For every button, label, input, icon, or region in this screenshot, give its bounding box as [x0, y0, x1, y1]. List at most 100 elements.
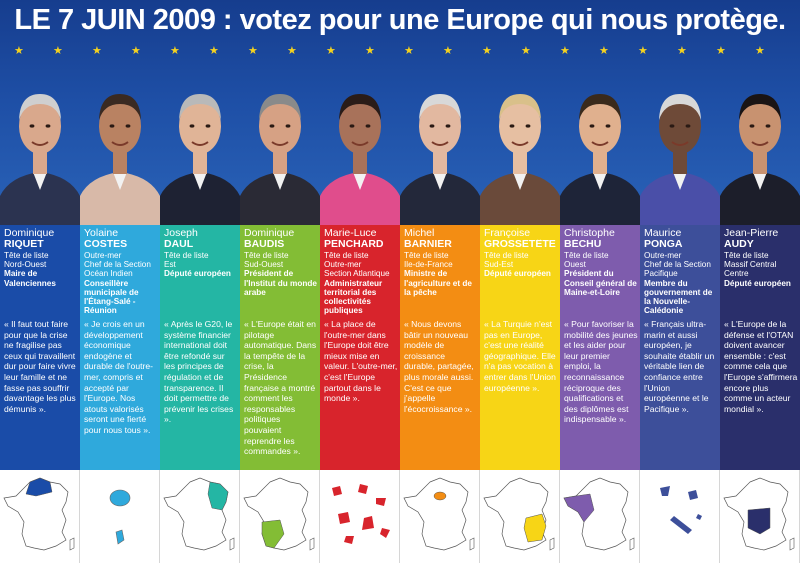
- candidate-office: Député européen: [724, 278, 791, 288]
- star-icon: ★: [53, 45, 63, 57]
- candidate-office: Maire de Valenciennes: [4, 269, 56, 288]
- candidate-last-name: PONGA: [644, 239, 683, 250]
- map-sud-ouest-icon: [240, 470, 320, 563]
- page-title: LE 7 JUIN 2009 : votez pour une Europe q…: [14, 4, 786, 36]
- candidate-last-name: BAUDIS: [244, 239, 285, 250]
- candidate-quote: « Après le G20, le système financier int…: [164, 319, 234, 425]
- candidate-office: Député européen: [484, 269, 551, 279]
- candidate-last-name: RIQUET: [4, 239, 44, 250]
- candidate-column: Joseph DAUL Tête de liste Est Député europée…: [160, 225, 240, 470]
- star-icon: ★: [170, 45, 180, 57]
- map-nord-ouest-icon: [0, 470, 80, 563]
- candidate-portrait: [0, 68, 80, 225]
- candidate-portrait: [720, 68, 800, 225]
- candidate-column: Marie-Luce PENCHARD Tête de liste Outre-mer…: [320, 225, 400, 470]
- candidate-first-name: Joseph: [164, 228, 198, 239]
- star-icon: ★: [677, 45, 687, 57]
- star-icon: ★: [404, 45, 414, 57]
- star-icon: ★: [755, 45, 765, 57]
- candidate-role: Tête de liste Nord-Ouest Maire de Valencie…: [4, 251, 56, 288]
- candidate-office: Président de l'Institut du monde arabe: [244, 269, 317, 297]
- candidate-office: Ministre de l'agriculture et de la pêche: [404, 269, 472, 297]
- candidate-quote: « Nous devons bâtir un nouveau modèle de…: [404, 319, 474, 414]
- candidate-column: Yolaine COSTES Outre-mer Chef de la Section…: [80, 225, 160, 470]
- map-pacifique-icon: [640, 470, 720, 563]
- map-sud-est-icon: [480, 470, 560, 563]
- candidate-office: Administrateur territorial des collectiv…: [324, 278, 383, 316]
- star-icon: ★: [287, 45, 297, 57]
- star-icon: ★: [443, 45, 453, 57]
- star-icon: ★: [482, 45, 492, 57]
- candidate-office: Membre du gouvernement de la Nouvelle-Ca…: [644, 278, 713, 316]
- map-est-icon: [160, 470, 240, 563]
- candidate-portrait: [480, 68, 560, 225]
- candidate-portrait: [400, 68, 480, 225]
- candidate-role: Tête de liste Sud-Est Député européen: [484, 251, 551, 279]
- candidate-role: Outre-mer Chef de la Section Pacifique Memb…: [644, 251, 713, 316]
- candidate-quote: « Français ultra-marin et aussi européen…: [644, 319, 715, 414]
- candidate-office: Député européen: [164, 269, 231, 279]
- candidate-last-name: BÉCHU: [564, 239, 602, 250]
- candidate-role: Tête de liste Massif Central Centre Député …: [724, 251, 791, 288]
- candidate-column: Jean-Pierre AUDY Tête de liste Massif Centr…: [720, 225, 800, 470]
- candidate-last-name: AUDY: [724, 239, 754, 250]
- candidate-first-name: Christophe: [564, 228, 615, 239]
- candidate-quote: « Je crois en un développement économiqu…: [84, 319, 154, 435]
- candidate-first-name: Dominique: [244, 228, 295, 239]
- candidate-portrait: [560, 68, 640, 225]
- candidate-quote: « Il faut tout faire pour que la crise n…: [4, 319, 76, 414]
- candidate-last-name: BARNIER: [404, 239, 452, 250]
- candidate-quote: « L'Europe était en pilotage automatique…: [244, 319, 317, 457]
- map-atlantique-icon: [320, 470, 400, 563]
- candidate-last-name: GROSSETÊTE: [484, 239, 556, 250]
- candidate-role: Tête de liste Outre-mer Section Atlantique…: [324, 251, 390, 316]
- candidate-role: Outre-mer Chef de la Section Océan Indien C…: [84, 251, 151, 316]
- candidate-portrait: [80, 68, 160, 225]
- star-icon: ★: [209, 45, 219, 57]
- star-icon: ★: [521, 45, 531, 57]
- map-reunion-icon: [80, 470, 160, 563]
- map-strip: [0, 470, 800, 563]
- candidate-first-name: Marie-Luce: [324, 228, 377, 239]
- candidate-column: Françoise GROSSETÊTE Tête de liste Sud-Est D…: [480, 225, 560, 470]
- candidate-quote: « Pour favoriser la mobilité des jeunes …: [564, 319, 638, 425]
- candidate-role: Tête de liste Est Député européen: [164, 251, 231, 279]
- map-ouest-icon: [560, 470, 640, 563]
- candidate-first-name: Jean-Pierre: [724, 228, 779, 239]
- candidate-portrait: [320, 68, 400, 225]
- candidate-last-name: COSTES: [84, 239, 128, 250]
- candidate-office: Président du Conseil général de Maine-et…: [564, 269, 637, 297]
- star-icon: ★: [14, 45, 24, 57]
- candidate-role: Tête de liste Sud-Ouest Président de l'Ins…: [244, 251, 317, 297]
- candidate-portrait: [640, 68, 720, 225]
- candidate-first-name: Maurice: [644, 228, 682, 239]
- star-icon: ★: [638, 45, 648, 57]
- candidate-quote: « La Turquie n'est pas en Europe, c'est …: [484, 319, 556, 393]
- candidate-first-name: Dominique: [4, 228, 55, 239]
- candidate-last-name: DAUL: [164, 239, 194, 250]
- candidate-first-name: Yolaine: [84, 228, 119, 239]
- star-icon: ★: [131, 45, 141, 57]
- candidate-role: Tête de liste Ouest Président du Conseil g…: [564, 251, 637, 297]
- star-icon: ★: [599, 45, 609, 57]
- star-icon: ★: [326, 45, 336, 57]
- candidate-last-name: PENCHARD: [324, 239, 384, 250]
- map-ile-de-france-icon: [400, 470, 480, 563]
- candidate-quote: « L'Europe de la défense et l'OTAN doive…: [724, 319, 798, 414]
- candidate-office: Conseillère municipale de l'Étang-Salé -…: [84, 278, 139, 316]
- candidate-role: Tête de liste Ile-de-France Ministre de l'…: [404, 251, 472, 297]
- star-icon: ★: [92, 45, 102, 57]
- candidate-quote: « La place de l'outre-mer dans l'Europe …: [324, 319, 398, 404]
- candidate-column: Michel BARNIER Tête de liste Ile-de-France M…: [400, 225, 480, 470]
- candidate-column: Dominique RIQUET Tête de liste Nord-Ouest Ma…: [0, 225, 80, 470]
- candidate-portrait: [240, 68, 320, 225]
- star-icon: ★: [560, 45, 570, 57]
- star-icon: ★: [716, 45, 726, 57]
- candidate-column: Maurice PONGA Outre-mer Chef de la Section P…: [640, 225, 720, 470]
- candidate-column: Dominique BAUDIS Tête de liste Sud-Ouest Pré…: [240, 225, 320, 470]
- candidate-portrait: [160, 68, 240, 225]
- european-stars: ★ ★ ★ ★ ★ ★ ★ ★ ★ ★ ★ ★ ★ ★ ★ ★ ★ ★ ★ ★: [0, 44, 800, 60]
- candidate-column: Christophe BÉCHU Tête de liste Ouest Préside…: [560, 225, 640, 470]
- star-icon: ★: [365, 45, 375, 57]
- candidate-first-name: Michel: [404, 228, 435, 239]
